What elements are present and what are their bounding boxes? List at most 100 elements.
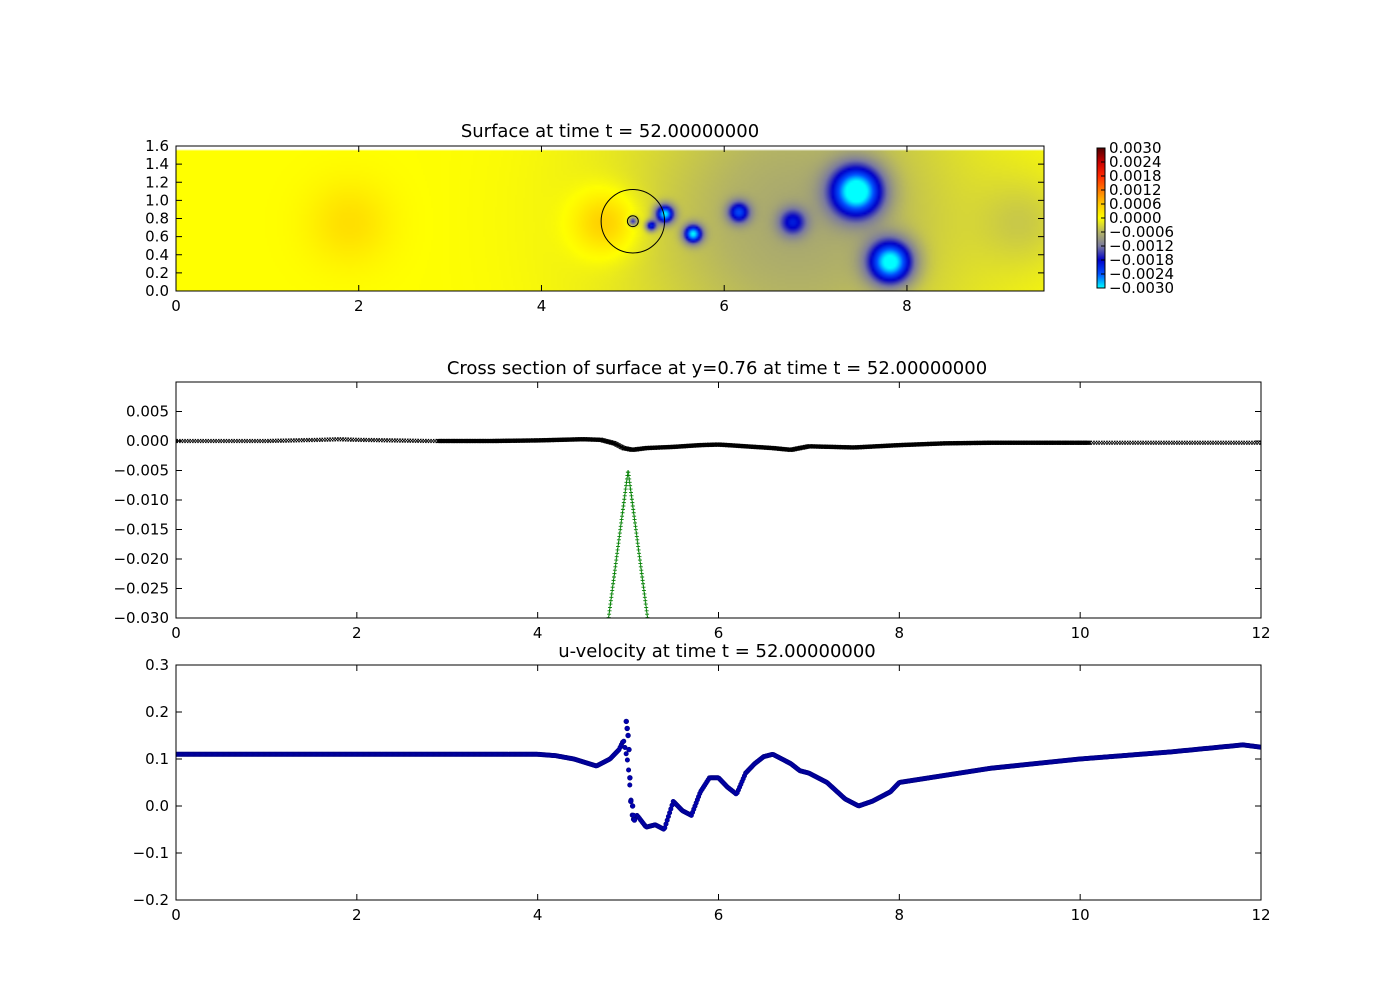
u-velocity-panel: u-velocity at time t = 52.00000000 0 2 4 6 8…: [133, 641, 1271, 924]
cross-section-ytick-label: −0.030: [113, 609, 169, 627]
u-velocity-frame: [175, 664, 1262, 901]
cross-section-point: [620, 514, 625, 519]
cross-section-point: [612, 574, 617, 579]
cross-section-xtick-label: 0: [171, 624, 181, 642]
cross-section-point: [639, 568, 644, 573]
cross-section-point: [1085, 440, 1091, 446]
u-velocity-point: [624, 757, 630, 763]
u-velocity-ytick-label: 0.2: [145, 703, 169, 721]
cross-section-point: [631, 507, 636, 512]
cross-section-point: [644, 608, 649, 613]
u-velocity-series-0: [176, 738, 1261, 832]
u-velocity-ytick-label: 0.1: [145, 750, 169, 768]
cross-section-point: [632, 517, 637, 522]
colorbar-tick-label: 0.0012: [1109, 181, 1162, 199]
surface-xtick-label: 6: [719, 297, 729, 315]
cross-section-point: [637, 558, 642, 563]
u-velocity-xtick-label: 0: [171, 906, 181, 924]
cross-section-point: [633, 524, 638, 529]
cross-section-point: [624, 483, 629, 488]
cross-section-point: [617, 531, 622, 536]
cross-section-point: [627, 480, 632, 485]
u-velocity-outlier-point: [623, 718, 629, 725]
u-velocity-outlier-point: [627, 775, 633, 781]
colorbar-tick-label: 0.0018: [1109, 167, 1162, 185]
cross-section-point: [643, 602, 648, 607]
cross-section-title: Cross section of surface at y=0.76 at ti…: [447, 358, 987, 379]
cross-section-point: [633, 520, 638, 525]
cross-section-point: [642, 595, 647, 600]
cross-section-point: [613, 564, 618, 569]
cross-section-point: [627, 476, 632, 481]
cross-section-point: [619, 520, 624, 525]
cross-section-point: [616, 537, 621, 542]
obstacle-circle-1: [626, 215, 639, 228]
colorbar-tick-label: −0.0030: [1109, 279, 1174, 297]
u-velocity-xtick-label: 2: [352, 906, 362, 924]
cross-section-series-2: [606, 470, 650, 618]
obstacle-circles: [600, 189, 666, 254]
cross-section-point: [614, 554, 619, 559]
cross-section-point: [617, 534, 622, 539]
cross-section-series-1: [435, 436, 1092, 453]
cross-section-point: [642, 591, 647, 596]
u-velocity-xtick-label: 12: [1251, 906, 1270, 924]
u-velocity-point: [627, 782, 633, 788]
cross-section-point: [622, 493, 627, 498]
cross-section-point: [620, 510, 625, 515]
cross-section-ytick-label: −0.005: [113, 462, 169, 480]
cross-section-frame: [175, 381, 1262, 619]
surface-ytick-label: 1.0: [145, 191, 169, 209]
cross-section-point: [645, 612, 650, 617]
surface-heatmap-axes: 0 2 4 6 8 0.00.20.40.60.81.01.21.41.6: [145, 137, 1044, 315]
u-velocity-axes: 0 2 4 6 8 10 12 0.3 0.2 0.1 0.0 −0.1 −0.2: [133, 656, 1271, 924]
cross-section-point: [640, 578, 645, 583]
cross-section-point: [637, 554, 642, 559]
cross-section-point: [626, 470, 631, 475]
colorbar-tick-label: −0.0006: [1109, 223, 1174, 241]
cross-section-point: [607, 608, 612, 613]
cross-section-ytick-label: −0.010: [113, 491, 169, 509]
surface-ytick-label: 1.6: [145, 137, 169, 155]
surface-ytick-label: 0.4: [145, 246, 169, 264]
surface-ytick-label: 0.6: [145, 228, 169, 246]
cross-section-point: [641, 588, 646, 593]
u-velocity-xtick-label: 4: [533, 906, 543, 924]
surface-heatmap-panel: Surface at time t = 52.00000000 0 2 4 6 8 0.0…: [145, 121, 1174, 315]
u-velocity-xtick-label: 10: [1071, 906, 1090, 924]
colorbar-tick-label: −0.0024: [1109, 265, 1174, 283]
cross-section-point: [641, 585, 646, 590]
u-velocity-ytick-label: 0.3: [145, 656, 169, 674]
cross-section-point: [614, 558, 619, 563]
u-velocity-outlier-point: [625, 732, 631, 739]
surface-xtick-label: 8: [902, 297, 912, 315]
cross-section-point: [636, 544, 641, 549]
cross-section-ytick-label: −0.020: [113, 550, 169, 568]
cross-section-point: [616, 544, 621, 549]
u-velocity-marks: [176, 718, 1261, 832]
cross-section-point: [1085, 440, 1090, 446]
cross-section-point: [632, 514, 637, 519]
cross-section-xtick-label: 12: [1251, 624, 1270, 642]
cross-section-point: [607, 605, 612, 610]
cross-section-point: [639, 571, 644, 576]
cross-section-point: [621, 500, 626, 505]
cross-section-point: [634, 534, 639, 539]
cross-section-xtick-label: 8: [895, 624, 905, 642]
cross-section-point: [623, 490, 628, 495]
cross-section-point: [637, 551, 642, 556]
u-velocity-point: [622, 744, 628, 750]
u-velocity-point: [621, 738, 627, 744]
cross-section-point: [644, 605, 649, 610]
u-velocity-point: [1258, 744, 1261, 750]
cross-section-point: [641, 581, 646, 586]
cross-section-point: [638, 564, 643, 569]
surface-ytick-label: 0.0: [145, 282, 169, 300]
u-velocity-ytick-label: −0.2: [133, 891, 169, 909]
cross-section-point: [629, 497, 634, 502]
u-velocity-point: [626, 767, 632, 773]
cross-section-point: [629, 493, 634, 498]
cross-section-xtick-label: 6: [714, 624, 724, 642]
cross-section-point: [628, 490, 633, 495]
